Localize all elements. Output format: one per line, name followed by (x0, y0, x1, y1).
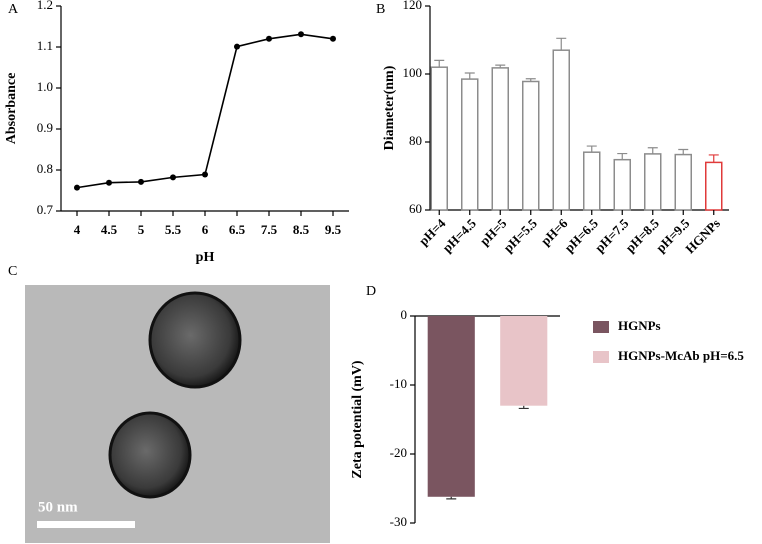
bar (552, 49, 570, 211)
y-axis-label: Absorbance (4, 73, 19, 145)
x-tick-label: 4.5 (101, 222, 118, 237)
point (138, 178, 144, 185)
y-tick-label: 0 (401, 307, 408, 322)
bar (461, 78, 479, 211)
y-tick-label: 0.9 (37, 120, 53, 135)
bar (427, 316, 475, 497)
bar (583, 151, 601, 211)
y-tick-label: 80 (409, 133, 422, 148)
y-tick-label: 0.7 (37, 202, 54, 217)
panel-label: D (366, 284, 376, 299)
bar (522, 80, 540, 211)
point (266, 35, 272, 42)
error-bar (586, 145, 597, 153)
line (76, 33, 334, 189)
legend-swatch (593, 321, 609, 333)
y-tick-label: 1.0 (37, 79, 53, 94)
point (330, 35, 336, 42)
panel-label: C (8, 264, 17, 279)
bar (430, 66, 448, 211)
nanoparticle (148, 291, 242, 389)
legend-label: HGNPs (618, 318, 661, 333)
error-bar (647, 147, 658, 154)
scale-bar (37, 521, 135, 528)
scale-bar-label: 50 nm (38, 499, 78, 515)
point (106, 179, 112, 186)
nanoparticle (108, 411, 192, 499)
panel-label: B (376, 2, 385, 17)
error-bar (678, 148, 689, 155)
x-tick-label: 6.5 (229, 222, 246, 237)
x-tick-label: 9.5 (325, 222, 342, 237)
x-tick-label: 4 (74, 222, 81, 237)
point (202, 171, 208, 178)
micrograph: 50 nm (25, 285, 330, 543)
error-bar (434, 59, 445, 68)
y-tick-label: -20 (390, 445, 407, 460)
x-tick-label: HGNPs (682, 216, 723, 257)
error-bar (446, 496, 457, 500)
y-tick-label: 1.1 (37, 38, 53, 53)
bar (500, 316, 548, 406)
y-tick-label: 100 (403, 65, 423, 80)
bar (705, 161, 723, 211)
x-tick-label: 5 (138, 222, 145, 237)
x-tick-label: pH=5.5 (500, 215, 540, 255)
point (234, 43, 240, 50)
bar (613, 158, 631, 211)
x-tick-label: 6 (202, 222, 209, 237)
y-tick-label: 60 (409, 201, 422, 216)
x-tick-label: pH=4.5 (439, 215, 479, 255)
error-bar (556, 37, 567, 51)
x-tick-label: 8.5 (293, 222, 310, 237)
y-tick-label: 1.2 (37, 0, 53, 12)
error-bar (708, 154, 719, 163)
x-tick-label: 5.5 (165, 222, 182, 237)
error-bar (518, 405, 529, 410)
y-tick-label: 120 (403, 0, 423, 12)
bar (644, 153, 662, 211)
y-axis-label: Zeta potential (mV) (350, 360, 365, 479)
point (74, 184, 80, 191)
x-tick-label: 7.5 (261, 222, 278, 237)
bar (674, 153, 692, 211)
error-bar (617, 152, 628, 160)
legend-swatch (593, 351, 609, 363)
y-tick-label: 0.8 (37, 161, 53, 176)
bar (491, 67, 509, 211)
legend-label: HGNPs-McAb pH=6.5 (618, 348, 744, 363)
error-bar (464, 72, 475, 80)
y-tick-label: -30 (390, 514, 407, 529)
x-axis-label: pH (196, 250, 215, 265)
y-tick-label: -10 (390, 376, 407, 391)
y-axis-label: Diameter(nm) (382, 65, 397, 150)
panel-label: A (8, 2, 19, 17)
point (170, 174, 176, 181)
point (298, 31, 304, 38)
